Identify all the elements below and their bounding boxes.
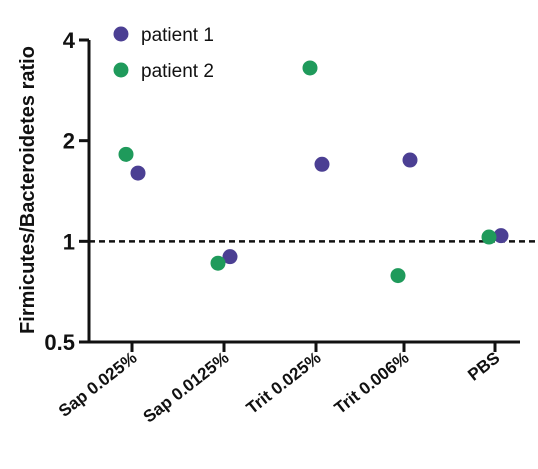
- data-points: [118, 60, 509, 284]
- data-point-patient-1: [130, 165, 146, 181]
- y-tick-label: 2: [63, 129, 75, 154]
- legend-label: patient 2: [141, 61, 214, 82]
- data-point-patient-1: [402, 152, 418, 168]
- y-tick-label: 1: [63, 229, 75, 254]
- x-tick-label: Sap 0.025%: [55, 348, 140, 421]
- data-point-patient-1: [222, 249, 238, 265]
- axes: 0.5 1 2 4 Sap 0.025% Sap 0.0125% Trit 0.025% Tr…: [44, 28, 520, 427]
- y-tick-label: 4: [63, 28, 76, 53]
- data-point-patient-2: [210, 255, 226, 271]
- legend-label: patient 1: [141, 25, 214, 46]
- legend-marker: [113, 62, 129, 78]
- data-point-patient-2: [118, 146, 134, 162]
- x-tick-label: Sap 0.0125%: [140, 348, 233, 426]
- legend: patient 1 patient 2: [113, 25, 214, 82]
- x-tick-label: Trit 0.025%: [243, 348, 325, 418]
- data-point-patient-2: [302, 60, 318, 76]
- x-tick-label: PBS: [464, 348, 503, 385]
- data-point-patient-2: [481, 229, 497, 245]
- data-point-patient-2: [390, 268, 406, 284]
- x-tick-label: Trit 0.006%: [331, 348, 413, 418]
- y-tick-label: 0.5: [44, 330, 75, 355]
- data-point-patient-1: [314, 156, 330, 172]
- y-axis-label: Firmicutes/Bacteroidetes ratio: [17, 46, 39, 334]
- legend-marker: [113, 26, 129, 42]
- data-point-patient-1: [493, 228, 509, 244]
